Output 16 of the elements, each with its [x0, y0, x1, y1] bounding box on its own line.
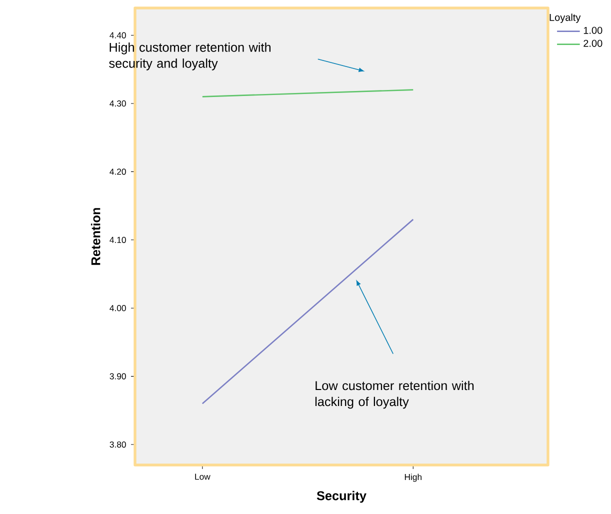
annotation: High customer retention with security and loyalty — [109, 42, 271, 70]
y-tick-label: 4.10 — [110, 236, 126, 243]
legend-label: 1.00 — [584, 26, 602, 34]
legend-title: Loyalty — [550, 14, 581, 23]
y-tick-label: 3.90 — [110, 373, 126, 380]
y-tick-label: 4.20 — [110, 168, 126, 175]
x-axis-title: Security — [316, 490, 366, 503]
annotation: Low customer retention with lacking of loyalty — [315, 380, 474, 409]
legend-label: 2.00 — [584, 40, 602, 47]
y-tick-label: 4.00 — [110, 305, 126, 312]
y-tick-label: 3.80 — [110, 441, 126, 448]
x-tick-label: High — [404, 474, 422, 482]
y-tick-label: 4.30 — [110, 100, 126, 107]
y-axis-title: Retention — [90, 208, 100, 265]
y-tick-label: 4.40 — [110, 32, 126, 38]
x-tick-label: Low — [195, 474, 210, 480]
